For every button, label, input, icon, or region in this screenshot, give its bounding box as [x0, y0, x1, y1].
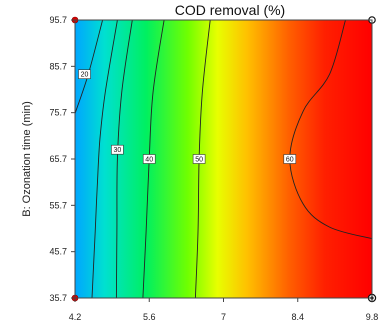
contour-label-20: 20 — [81, 72, 89, 79]
x-tick-label-5.6: 5.6 — [143, 312, 156, 322]
contour-label-40: 40 — [145, 157, 153, 164]
x-tick-label-7: 7 — [221, 312, 226, 322]
plot-fill — [75, 20, 372, 298]
contour-label-30: 30 — [114, 147, 122, 154]
y-axis-label: B: Ozonation time (min) — [21, 101, 33, 217]
contour-label-box-50 — [192, 154, 206, 164]
contour-line-30 — [115, 19, 133, 299]
contour-label-box-60 — [283, 154, 297, 164]
y-tick-label-95.7: 95.7 — [49, 15, 67, 25]
x-tick-label-8.4: 8.4 — [291, 312, 304, 322]
y-tick-label-85.7: 85.7 — [49, 61, 67, 71]
contour-label-box-30 — [111, 144, 124, 155]
y-tick-label-55.7: 55.7 — [49, 200, 67, 210]
y-tick-label-65.7: 65.7 — [49, 154, 67, 164]
contour-label-box-20 — [78, 69, 91, 79]
x-axis: 4.2 5.6 7 8.4 9.8 — [69, 298, 379, 322]
contour-line-25 — [91, 19, 118, 299]
y-tick-label-75.7: 75.7 — [49, 108, 67, 118]
x-tick-label-9.8: 9.8 — [366, 312, 379, 322]
y-axis: 95.7 85.7 75.7 65.7 55.7 45.7 35.7 — [49, 15, 75, 303]
contour-label-60: 60 — [286, 157, 294, 164]
chart-title: COD removal (%) — [175, 2, 285, 18]
y-tick-label-45.7: 45.7 — [49, 247, 67, 257]
contour-labels: 20 30 40 50 60 — [78, 69, 297, 164]
contour-label-box-40 — [142, 154, 156, 164]
y-tick-label-35.7: 35.7 — [49, 293, 67, 303]
x-tick-label-4.2: 4.2 — [69, 312, 82, 322]
contour-label-50: 50 — [195, 157, 203, 164]
